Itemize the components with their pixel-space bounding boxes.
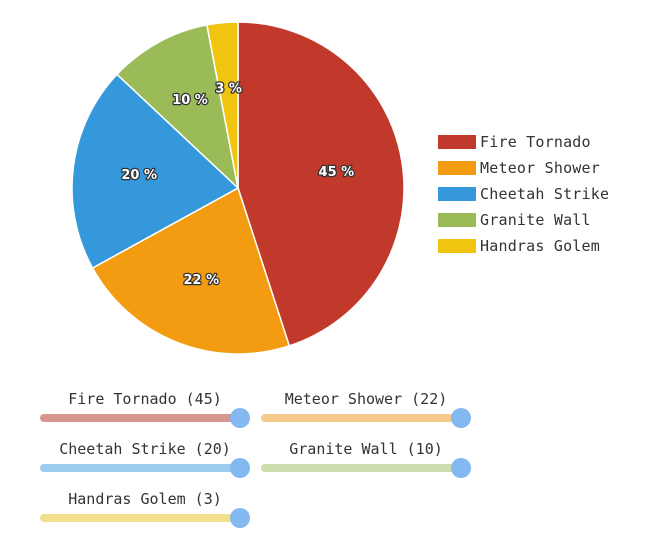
legend-item-fire-tornado[interactable]: Fire Tornado: [438, 129, 609, 155]
slider-granite-wall: Granite Wall (10): [261, 439, 471, 478]
legend-item-granite-wall[interactable]: Granite Wall: [438, 207, 609, 233]
legend-swatch: [438, 239, 476, 253]
legend-label: Granite Wall: [480, 211, 591, 229]
legend-item-meteor-shower[interactable]: Meteor Shower: [438, 155, 609, 181]
legend-swatch: [438, 135, 476, 149]
slider-knob[interactable]: [451, 408, 471, 428]
slider-label: Handras Golem (3): [68, 490, 222, 508]
slider-track[interactable]: [40, 408, 250, 428]
chart-legend: Fire Tornado Meteor Shower Cheetah Strik…: [438, 129, 609, 259]
slider-label: Cheetah Strike (20): [59, 440, 231, 458]
slider-track[interactable]: [261, 408, 471, 428]
slider-knob[interactable]: [230, 408, 250, 428]
legend-label: Handras Golem: [480, 237, 600, 255]
pie-slice-cheetah-strike[interactable]: [71, 73, 240, 269]
slider-cheetah-strike: Cheetah Strike (20): [40, 439, 250, 478]
slider-label: Fire Tornado (45): [68, 390, 222, 408]
slider-track[interactable]: [40, 508, 250, 528]
pie-slice-fire-tornado[interactable]: [237, 21, 405, 347]
slider-handras-golem: Handras Golem (3): [40, 489, 250, 528]
slider-track[interactable]: [40, 458, 250, 478]
slider-knob[interactable]: [230, 508, 250, 528]
slider-label: Granite Wall (10): [289, 440, 443, 458]
legend-swatch: [438, 187, 476, 201]
legend-swatch: [438, 213, 476, 227]
slider-track[interactable]: [261, 458, 471, 478]
legend-item-cheetah-strike[interactable]: Cheetah Strike: [438, 181, 609, 207]
pie-chart: 45 % 22 % 20 % 10 % 3 %: [71, 21, 405, 355]
slice-percent-label: 22 %: [184, 273, 220, 288]
legend-label: Cheetah Strike: [480, 185, 610, 203]
slider-fire-tornado: Fire Tornado (45): [40, 389, 250, 428]
legend-label: Fire Tornado: [480, 133, 591, 151]
legend-item-handras-golem[interactable]: Handras Golem: [438, 233, 609, 259]
pie-slice-handras-golem[interactable]: [206, 21, 239, 189]
pie-slice-granite-wall[interactable]: [115, 24, 240, 191]
slider-meteor-shower: Meteor Shower (22): [261, 389, 471, 428]
slider-knob[interactable]: [230, 458, 250, 478]
slice-percent-label: 45 %: [319, 165, 355, 180]
slider-knob[interactable]: [451, 458, 471, 478]
slice-percent-label: 20 %: [121, 168, 157, 183]
slice-percent-label: 3 %: [215, 81, 242, 96]
pie-slice-meteor-shower[interactable]: [91, 186, 291, 355]
legend-swatch: [438, 161, 476, 175]
slice-percent-label: 10 %: [172, 93, 208, 108]
slider-label: Meteor Shower (22): [284, 390, 448, 408]
legend-label: Meteor Shower: [480, 159, 600, 177]
